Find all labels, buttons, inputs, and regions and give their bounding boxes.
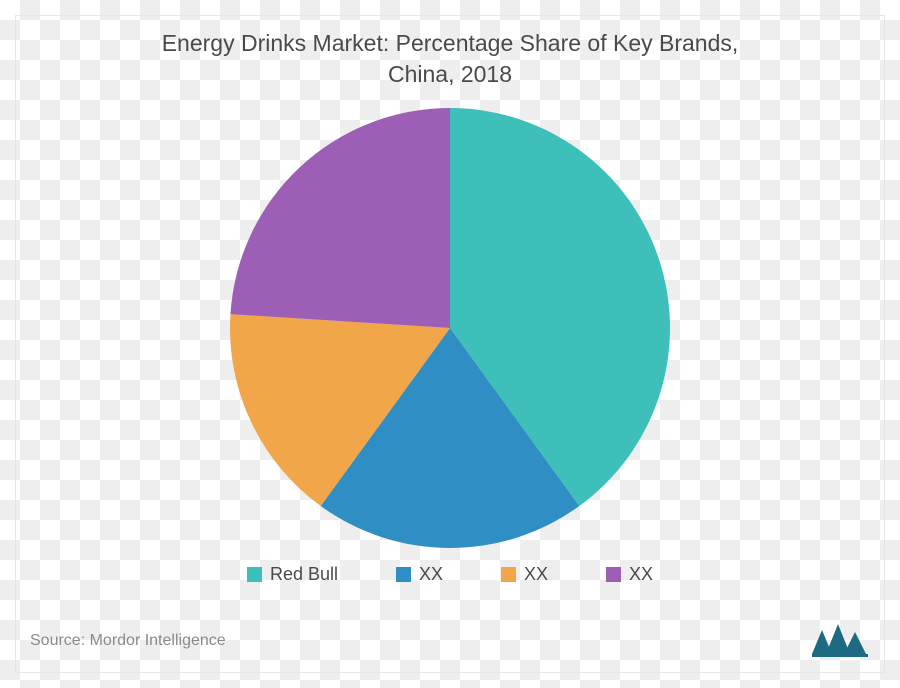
legend-item: XX — [606, 564, 653, 585]
pie-slice — [230, 108, 450, 328]
legend-label: XX — [629, 564, 653, 585]
legend-item: XX — [396, 564, 443, 585]
pie-svg — [230, 108, 670, 548]
legend-swatch — [396, 567, 411, 582]
legend-label: XX — [524, 564, 548, 585]
legend-swatch — [247, 567, 262, 582]
legend-label: XX — [419, 564, 443, 585]
legend: Red Bull XX XX XX — [16, 564, 884, 585]
legend-label: Red Bull — [270, 564, 338, 585]
pie-chart — [230, 108, 670, 548]
chart-title: Energy Drinks Market: Percentage Share o… — [16, 28, 884, 90]
legend-item: Red Bull — [247, 564, 338, 585]
legend-swatch — [501, 567, 516, 582]
chart-card: Energy Drinks Market: Percentage Share o… — [15, 15, 885, 673]
legend-swatch — [606, 567, 621, 582]
mordor-logo-icon — [812, 622, 868, 658]
source-attribution: Source: Mordor Intelligence — [30, 632, 226, 650]
legend-item: XX — [501, 564, 548, 585]
